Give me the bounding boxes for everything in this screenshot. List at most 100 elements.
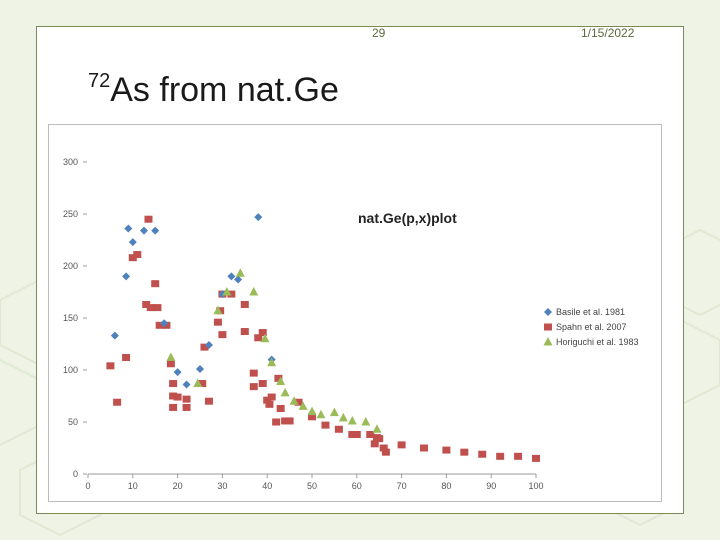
data-point xyxy=(249,383,258,391)
marks-layer xyxy=(106,213,540,462)
data-point xyxy=(140,226,148,235)
data-point xyxy=(442,446,451,454)
title-superscript: 72 xyxy=(88,70,111,92)
chart-title: nat.Ge(p,x)plot xyxy=(358,210,457,226)
data-point xyxy=(263,396,272,404)
slide-number: 29 xyxy=(372,26,386,40)
data-point xyxy=(375,435,384,443)
data-point xyxy=(329,407,339,417)
legend: Basile et al. 1981 Spahn et al. 2007 Horig… xyxy=(543,307,639,347)
data-point xyxy=(352,430,361,438)
data-point xyxy=(348,430,357,438)
y-tick-label: 300 xyxy=(63,157,78,167)
legend-label: Basile et al. 1981 xyxy=(556,307,625,317)
data-point xyxy=(153,304,162,312)
data-point xyxy=(193,378,203,388)
legend-marker xyxy=(543,337,553,346)
data-point xyxy=(182,380,191,389)
data-point xyxy=(122,354,131,362)
data-point xyxy=(169,392,178,400)
data-point xyxy=(307,406,317,416)
data-point xyxy=(321,421,330,429)
data-point xyxy=(240,300,249,308)
legend-label: Spahn et al. 2007 xyxy=(556,322,627,332)
data-point xyxy=(222,287,232,296)
data-point xyxy=(128,254,137,262)
data-point xyxy=(532,454,540,462)
data-point xyxy=(285,417,294,425)
data-point xyxy=(196,364,204,373)
data-point xyxy=(254,334,263,342)
data-point xyxy=(281,417,290,425)
data-point xyxy=(272,418,281,426)
chart-frame xyxy=(48,124,662,502)
data-point xyxy=(106,362,115,370)
data-point xyxy=(276,376,286,385)
slide-title: 72As from nat.Ge xyxy=(88,70,339,110)
data-point xyxy=(122,272,131,281)
x-tick-label: 80 xyxy=(441,481,451,491)
legend-label: Horiguchi et al. 1983 xyxy=(556,337,639,347)
data-point xyxy=(166,352,176,362)
data-point xyxy=(151,280,160,288)
x-tick-label: 90 xyxy=(486,481,496,491)
data-point xyxy=(169,403,178,411)
scatter-chart: 0 50 100 150 200 250 300 0 10 20 30 40 50 60 70 80 90 100… xyxy=(63,157,639,491)
data-point xyxy=(370,440,379,448)
y-tick-label: 50 xyxy=(68,417,78,427)
data-point xyxy=(420,444,428,452)
y-tick-label: 250 xyxy=(63,209,78,219)
data-point xyxy=(200,343,209,351)
data-point xyxy=(173,393,182,401)
data-point xyxy=(146,304,155,312)
x-tick-label: 100 xyxy=(528,481,543,491)
data-point xyxy=(204,397,213,405)
data-point xyxy=(267,357,277,367)
data-point xyxy=(110,331,119,340)
data-point xyxy=(162,321,171,329)
data-point xyxy=(113,398,122,406)
data-point xyxy=(166,360,175,368)
data-point xyxy=(308,413,316,421)
x-tick-label: 50 xyxy=(307,481,317,491)
data-point xyxy=(213,318,222,326)
data-point xyxy=(478,450,487,458)
data-point xyxy=(227,290,236,298)
data-point xyxy=(204,341,213,350)
x-tick-label: 20 xyxy=(173,481,183,491)
axis-layer: 0 50 100 150 200 250 300 0 10 20 30 40 50 60 70 80 90 100 xyxy=(63,157,544,491)
data-point xyxy=(144,215,153,223)
data-point xyxy=(133,251,142,259)
data-point xyxy=(155,321,164,329)
data-point xyxy=(213,305,223,315)
data-point xyxy=(338,412,348,422)
x-tick-label: 0 xyxy=(85,481,90,491)
data-point xyxy=(372,424,382,433)
data-point xyxy=(260,333,270,343)
data-point xyxy=(514,452,523,460)
data-point xyxy=(289,396,299,405)
x-tick-label: 60 xyxy=(352,481,362,491)
data-point xyxy=(361,417,371,426)
data-point xyxy=(169,380,178,388)
data-point xyxy=(240,328,249,336)
slide-date: 1/15/2022 xyxy=(581,26,635,40)
data-point xyxy=(182,403,191,411)
data-point xyxy=(258,329,267,337)
data-point xyxy=(249,287,259,296)
data-point xyxy=(265,400,274,408)
data-point xyxy=(294,398,303,406)
data-point xyxy=(276,404,285,412)
legend-marker xyxy=(544,308,552,316)
y-tick-label: 150 xyxy=(63,313,78,323)
data-point xyxy=(397,441,406,449)
data-point xyxy=(182,395,191,403)
data-point xyxy=(142,300,151,308)
data-point xyxy=(381,448,390,456)
data-point xyxy=(151,226,160,235)
x-tick-label: 70 xyxy=(397,481,407,491)
x-tick-label: 40 xyxy=(262,481,272,491)
x-tick-label: 10 xyxy=(128,481,138,491)
data-point xyxy=(347,415,357,425)
y-tick-label: 200 xyxy=(63,261,78,271)
